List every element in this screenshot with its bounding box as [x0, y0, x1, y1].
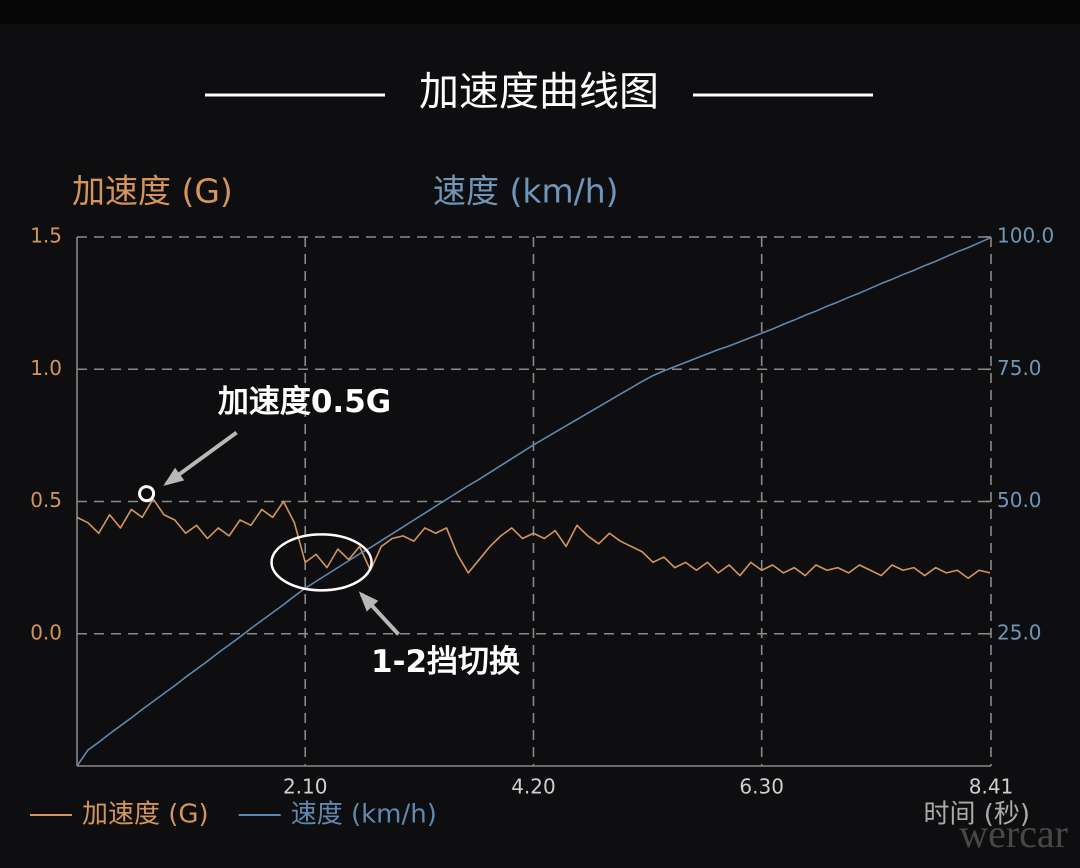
- x-tick-label: 4.20: [511, 775, 556, 799]
- legend-label: 加速度 (G): [82, 800, 209, 830]
- series-line: [76, 498, 991, 580]
- annotation-text: 加速度0.5G: [218, 384, 391, 420]
- annotation-marker: [138, 485, 156, 503]
- x-tick-label: 2.10: [283, 775, 328, 799]
- watermark: wercar: [959, 811, 1068, 856]
- annotation-arrowhead: [358, 591, 379, 612]
- y-axis-title: 加速度 (G): [72, 172, 233, 211]
- x-axis-title: 时间 (秒): [923, 800, 1030, 830]
- annotation-marker: [270, 533, 373, 592]
- series-line: [76, 237, 991, 767]
- y-tick-label: 1.5: [30, 224, 62, 248]
- y-tick-label: 1.0: [30, 356, 62, 380]
- x-tick-label: 6.30: [739, 775, 784, 799]
- legend-label: 速度 (km/h): [291, 800, 437, 830]
- y2-tick-label: 50.0: [997, 488, 1042, 512]
- x-tick-label: 8.41: [969, 775, 1014, 799]
- annotation-arrowhead: [163, 467, 185, 486]
- y2-tick-label: 25.0: [997, 620, 1042, 644]
- top-bar: [0, 0, 1080, 24]
- y2-axis-title: 速度 (km/h): [433, 172, 619, 211]
- y2-tick-label: 75.0: [997, 356, 1042, 380]
- y2-tick-label: 100.0: [997, 224, 1054, 248]
- chart-title: 加速度曲线图: [419, 69, 659, 115]
- annotation-text: 1-2挡切换: [371, 644, 520, 680]
- y-tick-label: 0.0: [30, 620, 62, 644]
- y-tick-label: 0.5: [30, 488, 62, 512]
